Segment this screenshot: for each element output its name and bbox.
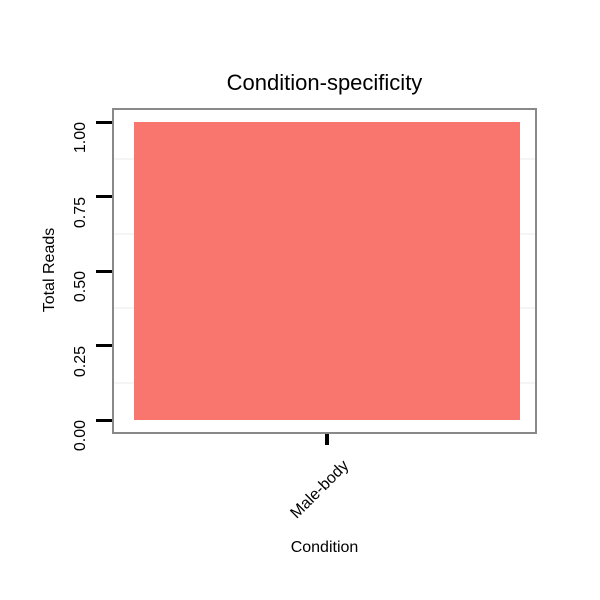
y-tick-label: 0.50 — [72, 271, 89, 303]
x-tick-label: Male-body — [287, 457, 353, 523]
y-tick-mark — [96, 195, 112, 198]
plot-panel — [112, 108, 537, 434]
y-tick-label: 0.00 — [72, 420, 89, 452]
y-tick-mark — [96, 344, 112, 347]
y-tick-label: 1.00 — [72, 122, 89, 154]
y-axis-title: Total Reads — [41, 227, 58, 313]
y-tick-label: 0.25 — [72, 345, 89, 377]
chart-title: Condition-specificity — [226, 70, 423, 95]
bar-male-body — [134, 122, 520, 420]
y-tick-label: 0.75 — [72, 196, 89, 228]
x-tick-mark — [325, 434, 329, 445]
x-axis-title: Condition — [290, 539, 359, 556]
y-tick-mark — [96, 121, 112, 124]
y-tick-mark — [96, 419, 112, 422]
y-tick-mark — [96, 270, 112, 273]
